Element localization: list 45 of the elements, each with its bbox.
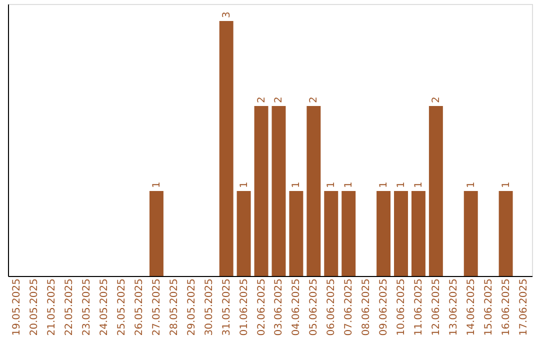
x-tick-label: 28.05.2025	[168, 278, 180, 336]
data-label: 1	[344, 182, 355, 188]
x-tick-label: 31.05.2025	[221, 278, 232, 336]
x-tick-label: 25.05.2025	[116, 278, 128, 336]
x-tick-label: 23.05.2025	[82, 278, 93, 336]
x-tick-label: 21.05.2025	[46, 278, 58, 336]
x-tick-label: 01.06.2025	[238, 278, 250, 336]
x-tick-label: 16.06.2025	[500, 278, 512, 336]
x-tick-label: 10.06.2025	[396, 278, 407, 336]
x-tick-label: 07.06.2025	[344, 278, 355, 336]
x-tick-label: 19.05.2025	[12, 278, 23, 336]
x-tick-label: 13.06.2025	[448, 278, 460, 336]
data-label: 1	[378, 182, 390, 188]
x-tick-label: 24.05.2025	[99, 278, 110, 336]
x-tick-label: 11.06.2025	[413, 278, 424, 336]
x-tick-label: 30.05.2025	[204, 278, 215, 336]
x-tick-label: 22.05.2025	[64, 278, 76, 336]
data-label: 2	[430, 96, 442, 103]
x-tick-label: 12.06.2025	[430, 278, 442, 336]
x-tick-label: 09.06.2025	[378, 278, 390, 336]
x-tick-label: 15.06.2025	[483, 278, 494, 336]
x-tick-label: 29.05.2025	[186, 278, 198, 336]
data-label: 1	[466, 182, 477, 188]
data-label: 1	[396, 182, 407, 188]
data-label: 1	[413, 182, 424, 188]
data-label: 2	[274, 96, 285, 103]
x-tick-label: 14.06.2025	[466, 278, 477, 336]
x-tick-label: 26.05.2025	[134, 278, 145, 336]
x-tick-label: 02.06.2025	[256, 278, 268, 336]
x-tick-label: 27.05.2025	[151, 278, 162, 336]
data-label: 2	[256, 96, 268, 103]
data-label: 1	[500, 182, 512, 188]
x-tick-label: 06.06.2025	[326, 278, 338, 336]
x-tick-label: 04.06.2025	[291, 278, 302, 336]
x-tick-label: 05.06.2025	[308, 278, 320, 336]
data-label: 1	[326, 182, 338, 188]
x-tick-label: 08.06.2025	[361, 278, 372, 336]
data-label: 1	[151, 182, 162, 188]
data-label: 2	[308, 96, 320, 103]
x-tick-label: 17.06.2025	[518, 278, 530, 336]
x-tick-label: 03.06.2025	[274, 278, 285, 336]
x-tick-label: 20.05.2025	[29, 278, 40, 336]
data-label: 1	[291, 182, 302, 188]
data-label: 1	[238, 182, 250, 188]
data-label: 3	[221, 12, 232, 18]
